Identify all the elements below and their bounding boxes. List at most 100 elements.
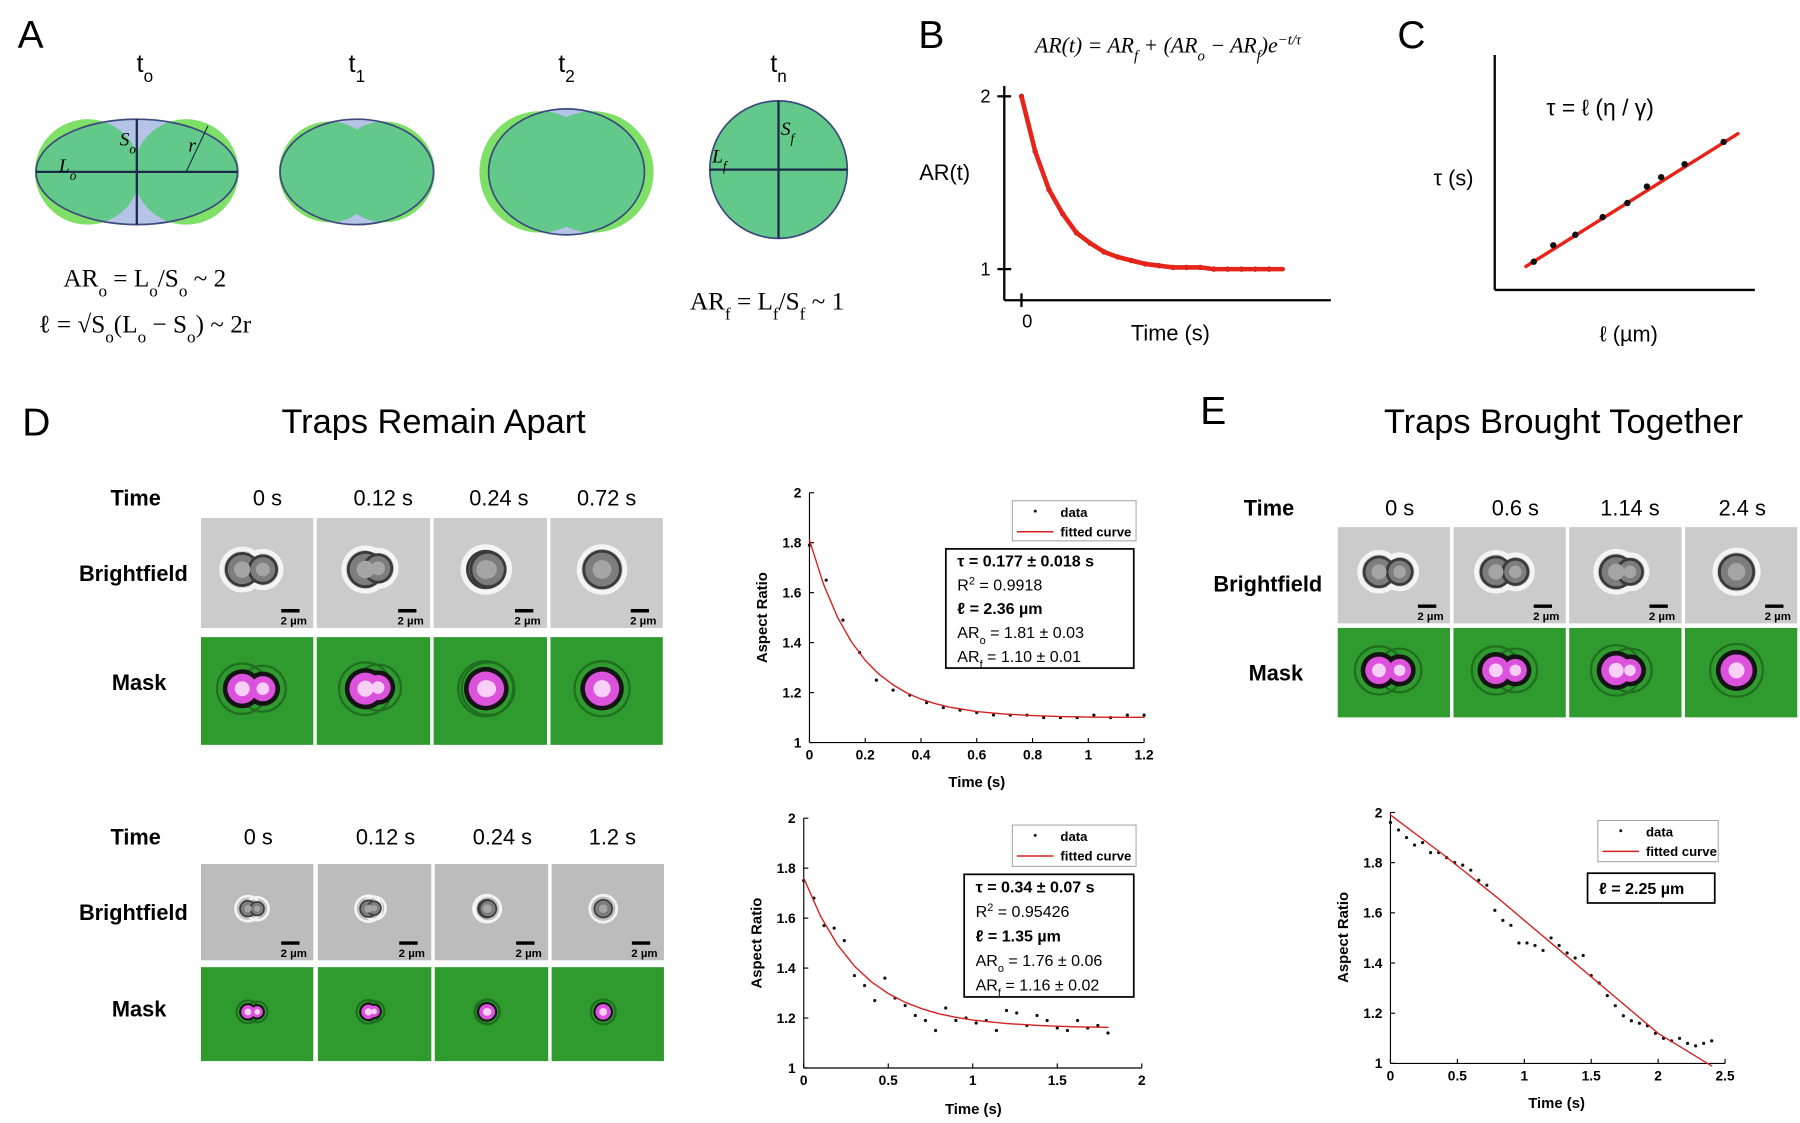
text-segment: f (1257, 49, 1263, 65)
data-point (873, 998, 877, 1003)
mask-core (1624, 664, 1636, 677)
data-point (1092, 713, 1096, 717)
y-axis-label: τ (s) (1433, 166, 1473, 191)
text-segment: o (998, 963, 1004, 975)
text-segment: − S (146, 311, 187, 338)
fit-line (808, 539, 1145, 719)
row-label: Mask (1249, 661, 1304, 686)
x-tick-label: 1.5 (1582, 1069, 1601, 1084)
time-label: 0 s (253, 485, 282, 510)
data-point (1075, 1018, 1080, 1023)
info-box (1586, 872, 1716, 904)
stage-label: to (137, 50, 154, 86)
y-tick-label: 2 (788, 811, 796, 826)
cell-core (1488, 564, 1504, 580)
x-tick-label: 0.4 (911, 748, 930, 763)
legend-box (1011, 824, 1137, 867)
x-tick-label: 1 (1520, 1069, 1528, 1084)
panel-label: D (22, 401, 50, 444)
info-line: ℓ = 2.36 µm (957, 600, 1042, 618)
mask-core (599, 1007, 608, 1016)
info-line: τ = 0.177 ± 0.018 s (957, 553, 1094, 571)
x-axis-label: ℓ (µm) (1599, 321, 1658, 346)
data-point (1469, 868, 1473, 872)
data-point (874, 678, 878, 682)
cell-halo (1712, 547, 1761, 596)
text-segment: L (711, 147, 723, 168)
row-label: Brightfield (79, 900, 188, 925)
time-label: 1.14 s (1600, 496, 1659, 521)
text-segment: f (980, 659, 984, 671)
legend-swatch (1033, 509, 1037, 513)
stage-label: t2 (558, 50, 575, 86)
row-label: Brightfield (79, 561, 188, 586)
text-segment: S (91, 311, 105, 338)
text-segment: t (558, 50, 565, 78)
scale-bar-label: 2 µm (1417, 611, 1443, 623)
time-label: 0.6 s (1492, 496, 1539, 521)
mask-image (550, 637, 663, 745)
text-segment: = 1.10 ± 0.01 (983, 648, 1081, 666)
mask-core (480, 680, 497, 697)
text-segment: L (58, 156, 70, 177)
text-segment: = 1.16 ± 0.02 (1001, 976, 1099, 994)
stage-0-shape (34, 118, 239, 226)
brightfield-image: 2 µm (550, 517, 663, 628)
row-label: Mask (112, 670, 167, 695)
panel-title: Traps Brought Together (1384, 403, 1743, 441)
data-point (1565, 951, 1569, 955)
brightfield-image: 2 µm (200, 864, 314, 961)
info-line: R2 = 0.9918 (957, 575, 1042, 594)
text-segment: o (1197, 49, 1204, 65)
brightfield-image: 2 µm (1337, 527, 1451, 624)
x-axis-label: Time (s) (948, 775, 1005, 791)
text-segment: o (980, 635, 986, 647)
text-segment: R (957, 576, 969, 594)
mask-core (1608, 662, 1624, 678)
legend-box (1011, 500, 1137, 542)
data-point (1525, 941, 1529, 945)
cell-halo (576, 544, 628, 595)
text-segment: o (98, 281, 107, 300)
data-point (1125, 713, 1129, 717)
cell-core (1509, 565, 1522, 579)
y-tick-label: 1.2 (782, 685, 801, 700)
data-point (1461, 863, 1465, 867)
text-segment: 2 (969, 575, 975, 587)
mask-image (1684, 627, 1798, 718)
data-point (1624, 199, 1631, 207)
data-point (1042, 715, 1046, 720)
fit-line (1524, 131, 1740, 269)
x-tick-label: 0 (806, 748, 814, 763)
mask-core (371, 681, 385, 694)
data-point (1035, 1013, 1039, 1018)
cell-core (1727, 562, 1746, 581)
data-point (1629, 1019, 1633, 1023)
data-point (1681, 161, 1688, 168)
brightfield-image: 2 µm (316, 517, 431, 628)
x-tick-label: 2.5 (1715, 1069, 1734, 1084)
data-point (1613, 1004, 1617, 1008)
stage-1-shape (278, 118, 435, 226)
data-point (1388, 820, 1393, 825)
cell-core (371, 561, 385, 576)
fit-line (1019, 94, 1286, 272)
info-line: ARf = 1.16 ± 0.02 (976, 976, 1100, 999)
x-tick-label: 0 (1022, 311, 1032, 332)
mask-core (357, 680, 374, 697)
mask-halo (573, 660, 631, 718)
mask-core (364, 1008, 373, 1016)
cell-core (598, 904, 608, 913)
text-segment: AR (957, 624, 979, 642)
mask-image (317, 967, 432, 1062)
scale-bar-label: 2 µm (516, 948, 542, 960)
mask-image (551, 967, 664, 1062)
brightfield-image: 2 µm (551, 864, 664, 961)
y-tick-label: 1 (794, 735, 802, 750)
stage-n-shape (708, 99, 849, 240)
y-tick-label: 1.8 (782, 536, 801, 551)
fit-line (1389, 814, 1713, 1067)
data-point (1477, 878, 1481, 882)
x-tick-label: 0 (800, 1073, 808, 1088)
text-segment: o (105, 327, 114, 346)
